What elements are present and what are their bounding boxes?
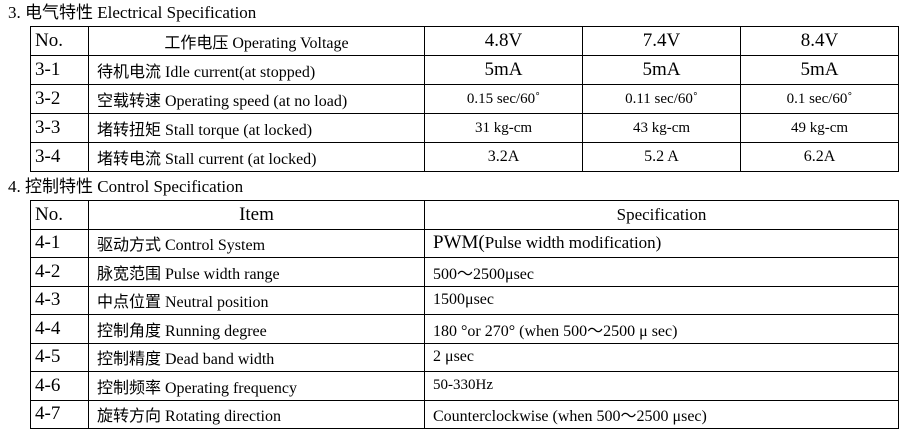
header-voltage-7-4: 7.4V: [582, 26, 741, 56]
table-row: 3-3 堵转扭矩 Stall torque (at locked) 31 kg-…: [30, 113, 899, 143]
row-spec: 1500μsec: [424, 285, 899, 315]
row-value: 0.1 sec/60˚: [740, 84, 899, 114]
table-row: 3-4 堵转电流 Stall current (at locked) 3.2A …: [30, 142, 899, 172]
row-value: 5mA: [424, 55, 583, 85]
header-item: Item: [88, 200, 425, 230]
table-row: 3-1 待机电流 Idle current(at stopped) 5mA 5m…: [30, 55, 899, 85]
row-spec: 500～2500μsec: [424, 257, 899, 287]
control-spec-table: No. Item Specification 4-1 驱动方式 Control …: [30, 200, 899, 429]
row-no: 4-3: [30, 285, 89, 315]
row-item: 脉宽范围 Pulse width range: [88, 257, 425, 287]
row-spec-rest: Pulse width modification): [484, 233, 662, 253]
row-no: 3-4: [30, 142, 89, 172]
row-value: 31 kg-cm: [424, 113, 583, 143]
row-no: 4-5: [30, 342, 89, 372]
row-value: 5.2 A: [582, 142, 741, 172]
table-header-row: No. 工作电压 Operating Voltage 4.8V 7.4V 8.4…: [30, 26, 899, 56]
row-value: 6.2A: [740, 142, 899, 172]
table-row: 4-6 控制频率 Operating frequency 50-330Hz: [30, 371, 899, 401]
table-header-row: No. Item Specification: [30, 200, 899, 230]
section-4-heading: 4. 控制特性 Control Specification: [8, 177, 244, 196]
row-value: 5mA: [582, 55, 741, 85]
header-specification: Specification: [424, 200, 899, 230]
row-spec: PWM(Pulse width modification): [424, 228, 899, 258]
header-operating-voltage: 工作电压 Operating Voltage: [88, 26, 425, 56]
header-voltage-4-8: 4.8V: [424, 26, 583, 56]
row-value: 3.2A: [424, 142, 583, 172]
row-no: 4-7: [30, 399, 89, 429]
row-item: 中点位置 Neutral position: [88, 285, 425, 315]
table-row: 3-2 空载转速 Operating speed (at no load) 0.…: [30, 84, 899, 114]
row-no: 4-6: [30, 371, 89, 401]
row-item: 空载转速 Operating speed (at no load): [88, 84, 425, 114]
row-no: 3-1: [30, 55, 89, 85]
row-item: 控制精度 Dead band width: [88, 342, 425, 372]
table-row: 4-4 控制角度 Running degree 180 °or 270° (wh…: [30, 314, 899, 344]
row-no: 3-3: [30, 113, 89, 143]
header-voltage-8-4: 8.4V: [740, 26, 899, 56]
row-spec: 50-330Hz: [424, 371, 899, 401]
row-item: 堵转电流 Stall current (at locked): [88, 142, 425, 172]
table-row: 4-2 脉宽范围 Pulse width range 500～2500μsec: [30, 257, 899, 287]
row-value: 0.15 sec/60˚: [424, 84, 583, 114]
row-value: 5mA: [740, 55, 899, 85]
row-spec: 2 μsec: [424, 342, 899, 372]
table-row: 4-1 驱动方式 Control System PWM(Pulse width …: [30, 228, 899, 258]
table-row: 4-5 控制精度 Dead band width 2 μsec: [30, 342, 899, 372]
table-row: 4-7 旋转方向 Rotating direction Counterclock…: [30, 399, 899, 429]
row-value: 49 kg-cm: [740, 113, 899, 143]
header-no: No.: [30, 200, 89, 230]
row-spec: 180 °or 270° (when 500～2500 μ sec): [424, 314, 899, 344]
table-row: 4-3 中点位置 Neutral position 1500μsec: [30, 285, 899, 315]
row-item: 堵转扭矩 Stall torque (at locked): [88, 113, 425, 143]
row-spec: Counterclockwise (when 500～2500 μsec): [424, 399, 899, 429]
row-no: 4-4: [30, 314, 89, 344]
row-no: 4-2: [30, 257, 89, 287]
row-spec-main: PWM(: [433, 232, 485, 254]
header-no: No.: [30, 26, 89, 56]
row-no: 4-1: [30, 228, 89, 258]
row-value: 43 kg-cm: [582, 113, 741, 143]
electrical-spec-table: No. 工作电压 Operating Voltage 4.8V 7.4V 8.4…: [30, 26, 899, 172]
row-item: 待机电流 Idle current(at stopped): [88, 55, 425, 85]
row-value: 0.11 sec/60˚: [582, 84, 741, 114]
row-no: 3-2: [30, 84, 89, 114]
row-item: 控制频率 Operating frequency: [88, 371, 425, 401]
row-item: 控制角度 Running degree: [88, 314, 425, 344]
section-3-heading: 3. 电气特性 Electrical Specification: [8, 3, 257, 22]
row-item: 驱动方式 Control System: [88, 228, 425, 258]
row-item: 旋转方向 Rotating direction: [88, 399, 425, 429]
